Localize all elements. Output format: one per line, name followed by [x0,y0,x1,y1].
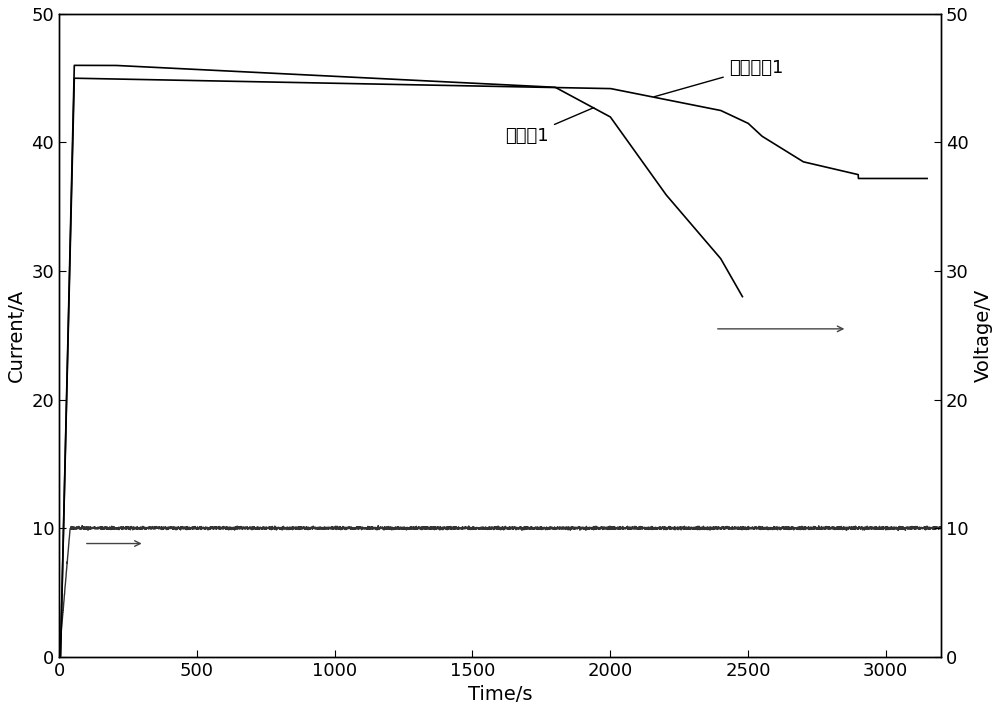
Y-axis label: Current/A: Current/A [7,289,26,382]
X-axis label: Time/s: Time/s [468,685,532,704]
Text: 应用实例1: 应用实例1 [654,59,783,97]
Text: 对比例1: 对比例1 [506,107,594,145]
Y-axis label: Voltage/V: Voltage/V [974,289,993,382]
